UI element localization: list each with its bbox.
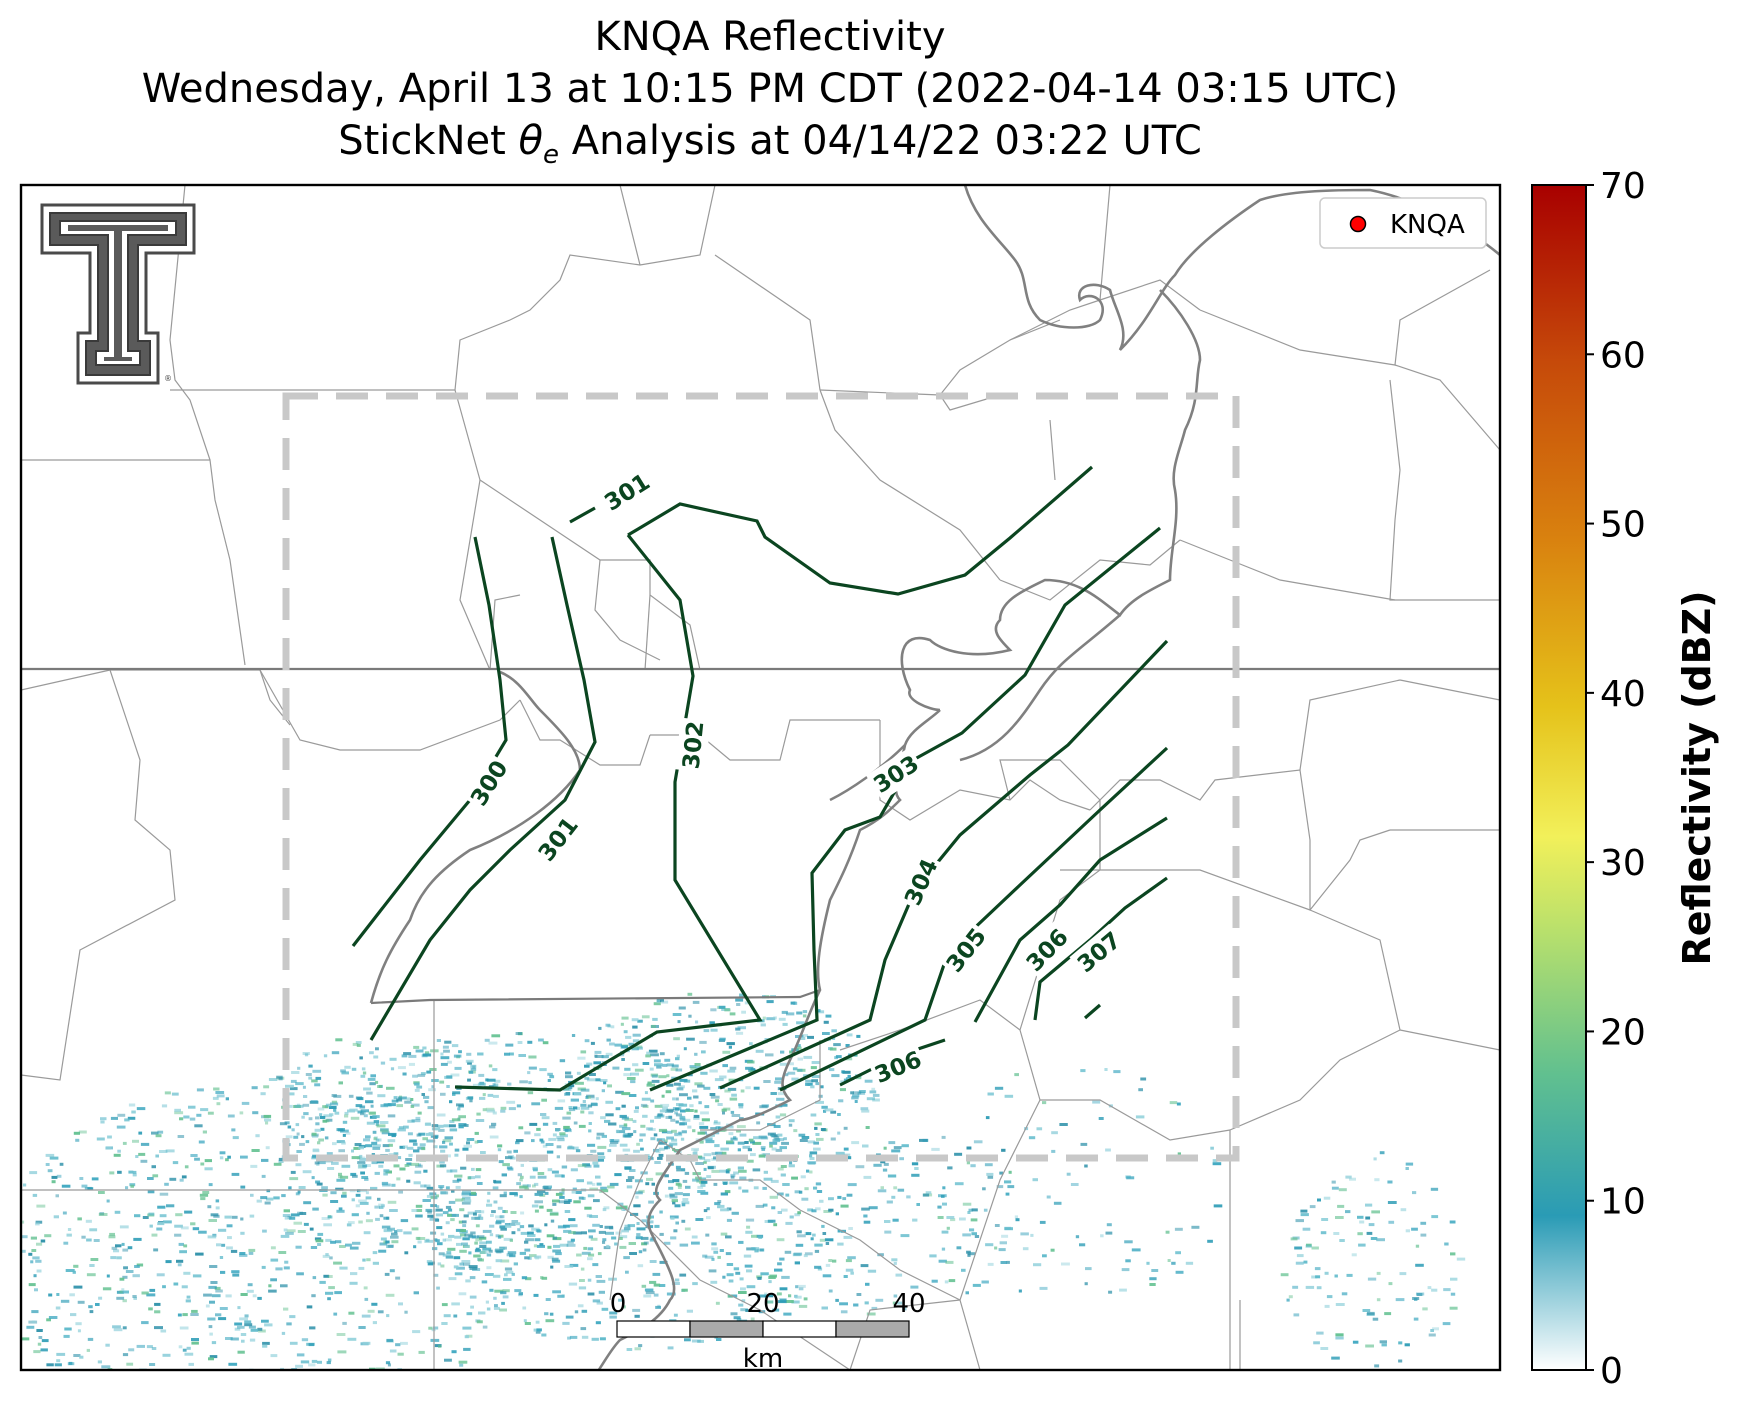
map-frame	[19, 183, 1502, 1372]
texas-tech-logo: ®	[40, 203, 196, 385]
colorbar-tick-label: 70	[1600, 166, 1646, 207]
contour-label: 302	[679, 720, 710, 770]
knqa-marker-icon	[1349, 215, 1367, 233]
rivers	[369, 185, 1500, 1370]
state-border	[21, 667, 1500, 1005]
colorbar-tick-label: 30	[1600, 843, 1646, 884]
title-line-3: StickNet θe Analysis at 04/14/22 03:22 U…	[338, 118, 1202, 170]
scale-tick: 0	[610, 1289, 627, 1319]
colorbar-tick-label: 20	[1600, 1012, 1646, 1053]
title-line-2: Wednesday, April 13 at 10:15 PM CDT (202…	[141, 66, 1399, 112]
title-line-1: KNQA Reflectivity	[594, 14, 946, 60]
colorbar-ticks: 0 10 20 30 40 50 60 70	[1586, 166, 1646, 1392]
scale-unit: km	[743, 1344, 783, 1374]
colorbar-tick-label: 60	[1600, 335, 1646, 376]
colorbar-tick-label: 40	[1600, 674, 1646, 715]
analysis-domain-box	[282, 392, 1240, 1162]
svg-text:®: ®	[164, 374, 172, 383]
contour-labels: 301 300 301 302 303 304 305 306 307 306	[462, 465, 1129, 1091]
scale-tick: 40	[892, 1289, 925, 1319]
scale-bar: 0 20 40 km	[610, 1289, 926, 1374]
scale-tick: 20	[746, 1289, 779, 1319]
colorbar-tick-label: 10	[1600, 1182, 1646, 1223]
colorbar-tick-label: 50	[1600, 505, 1646, 546]
county-lines	[21, 185, 1500, 1370]
colorbar-label: Reflectivity (dBZ)	[1675, 590, 1719, 965]
colorbar-tick-label: 0	[1600, 1351, 1623, 1392]
legend: KNQA	[1319, 197, 1487, 249]
map-panel: 301 300 301 302 303 304 305 306 307 306 …	[21, 185, 1500, 1374]
colorbar: 0 10 20 30 40 50 60 70 Reflectivity (dBZ)	[1531, 166, 1719, 1392]
legend-label: KNQA	[1390, 210, 1465, 240]
